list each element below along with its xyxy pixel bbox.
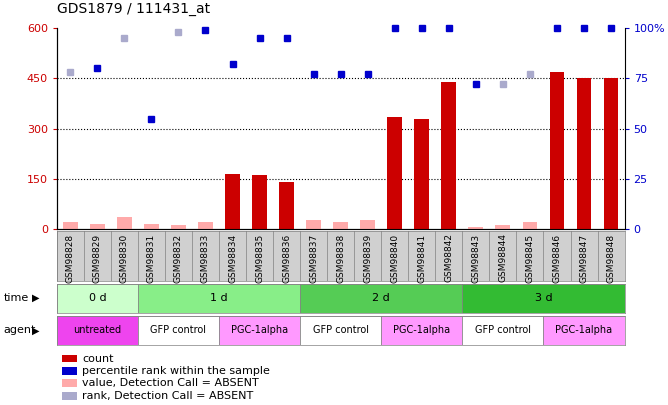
Text: 3 d: 3 d — [534, 293, 552, 303]
Text: GSM98837: GSM98837 — [309, 233, 318, 283]
Bar — [138, 284, 300, 313]
Text: 0 d: 0 d — [89, 293, 106, 303]
Bar — [333, 222, 348, 229]
Text: GSM98833: GSM98833 — [201, 233, 210, 283]
Text: GDS1879 / 111431_at: GDS1879 / 111431_at — [57, 2, 210, 16]
Text: ▶: ▶ — [32, 326, 39, 335]
Text: untreated: untreated — [73, 326, 122, 335]
Text: GFP control: GFP control — [150, 326, 206, 335]
Text: GSM98829: GSM98829 — [93, 233, 102, 283]
Bar — [57, 284, 138, 313]
Bar — [468, 227, 484, 229]
Text: 1 d: 1 d — [210, 293, 228, 303]
Bar — [252, 175, 267, 229]
Bar — [522, 222, 537, 229]
Text: rank, Detection Call = ABSENT: rank, Detection Call = ABSENT — [82, 391, 254, 401]
Text: PGC-1alpha: PGC-1alpha — [556, 326, 613, 335]
Text: GSM98848: GSM98848 — [607, 233, 615, 283]
Text: 2 d: 2 d — [372, 293, 390, 303]
Bar — [90, 224, 105, 229]
Bar — [219, 316, 300, 345]
Bar — [198, 222, 213, 229]
Bar — [544, 316, 625, 345]
Text: GSM98835: GSM98835 — [255, 233, 264, 283]
Text: GSM98843: GSM98843 — [472, 233, 480, 283]
Text: count: count — [82, 354, 114, 364]
Text: PGC-1alpha: PGC-1alpha — [231, 326, 288, 335]
Bar — [496, 226, 510, 229]
Bar — [414, 119, 430, 229]
Text: GSM98847: GSM98847 — [580, 233, 589, 283]
Text: PGC-1alpha: PGC-1alpha — [393, 326, 450, 335]
Bar — [300, 284, 462, 313]
Text: GFP control: GFP control — [313, 326, 369, 335]
Bar — [117, 217, 132, 229]
Bar — [306, 220, 321, 229]
Bar — [63, 354, 77, 362]
Bar — [63, 379, 77, 388]
Bar — [604, 79, 619, 229]
Text: GSM98832: GSM98832 — [174, 233, 183, 283]
Text: GSM98836: GSM98836 — [282, 233, 291, 283]
Text: GSM98834: GSM98834 — [228, 233, 237, 283]
Text: GSM98839: GSM98839 — [363, 233, 372, 283]
Bar — [576, 79, 591, 229]
Text: GSM98846: GSM98846 — [552, 233, 562, 283]
Bar — [462, 316, 544, 345]
Text: percentile rank within the sample: percentile rank within the sample — [82, 366, 270, 376]
Bar — [381, 316, 462, 345]
Text: value, Detection Call = ABSENT: value, Detection Call = ABSENT — [82, 378, 259, 388]
Text: agent: agent — [3, 326, 35, 335]
Bar — [63, 367, 77, 375]
Bar — [138, 316, 219, 345]
Text: GSM98830: GSM98830 — [120, 233, 129, 283]
Text: ▶: ▶ — [32, 293, 39, 303]
Bar — [57, 316, 138, 345]
Text: GSM98845: GSM98845 — [526, 233, 534, 283]
Text: GSM98838: GSM98838 — [336, 233, 345, 283]
Text: GFP control: GFP control — [475, 326, 531, 335]
Text: GSM98831: GSM98831 — [147, 233, 156, 283]
Text: GSM98844: GSM98844 — [498, 233, 508, 282]
Bar — [171, 226, 186, 229]
Bar — [462, 284, 625, 313]
Bar — [225, 174, 240, 229]
Bar — [550, 72, 564, 229]
Text: GSM98828: GSM98828 — [66, 233, 75, 283]
Text: time: time — [3, 293, 29, 303]
Bar — [144, 224, 159, 229]
Text: GSM98842: GSM98842 — [444, 233, 454, 282]
Bar — [360, 220, 375, 229]
Bar — [442, 82, 456, 229]
Text: GSM98840: GSM98840 — [390, 233, 399, 283]
Bar — [300, 316, 381, 345]
Text: GSM98841: GSM98841 — [418, 233, 426, 283]
Bar — [279, 182, 294, 229]
Bar — [387, 117, 402, 229]
Bar — [63, 392, 77, 400]
Bar — [63, 222, 77, 229]
